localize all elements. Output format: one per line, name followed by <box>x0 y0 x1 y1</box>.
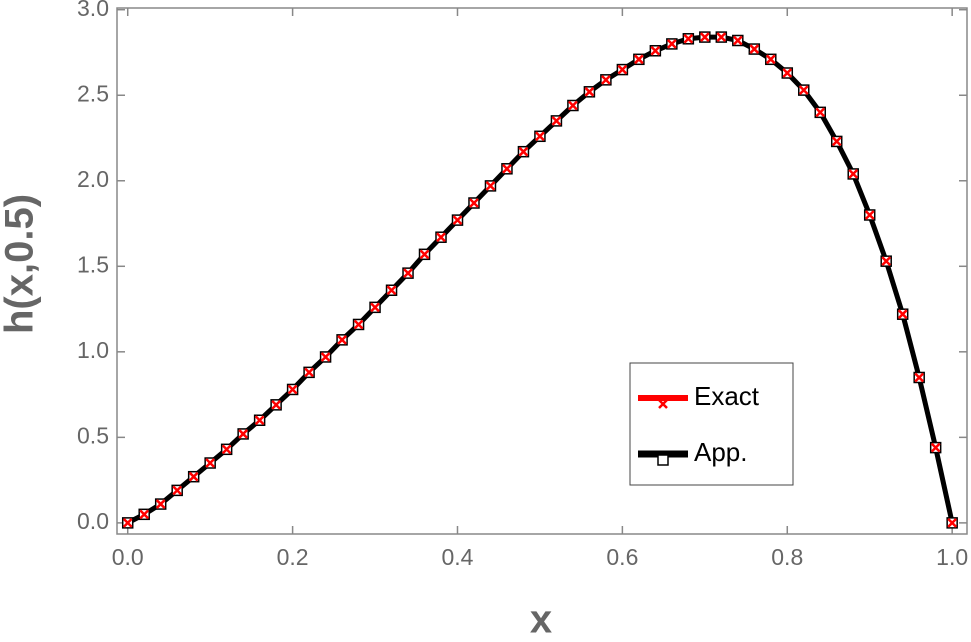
marker-x <box>864 210 875 220</box>
marker-x <box>469 198 479 208</box>
marker-x <box>436 232 446 243</box>
marker-x <box>419 249 430 260</box>
legend-label: Exact <box>694 381 760 411</box>
marker-x <box>749 44 760 54</box>
marker-x <box>601 74 611 85</box>
marker-x <box>139 509 150 520</box>
marker-x <box>699 32 710 42</box>
marker-x <box>930 442 941 453</box>
y-tick-label: 1.5 <box>77 251 109 277</box>
marker-x <box>403 268 413 279</box>
legend: Exact App. <box>629 362 794 486</box>
marker-x <box>254 415 265 426</box>
marker-x <box>551 116 562 126</box>
y-tick-label: 0.5 <box>77 422 109 448</box>
marker-x <box>155 499 166 509</box>
series-line <box>126 35 955 525</box>
y-tick-label: 2.0 <box>77 166 109 192</box>
marker-x <box>304 367 314 378</box>
marker-x <box>666 39 677 49</box>
marker-x <box>568 100 578 111</box>
x-tick-label: 0.0 <box>112 544 144 570</box>
marker-x <box>947 517 958 528</box>
marker-x <box>188 471 199 482</box>
marker-x <box>353 319 364 330</box>
y-tick-label: 2.5 <box>77 80 109 106</box>
marker-x <box>831 136 842 147</box>
marker-square <box>657 454 669 466</box>
marker-x <box>584 86 595 97</box>
marker-x <box>650 45 661 56</box>
marker-x <box>765 54 776 65</box>
plot-frame <box>116 7 968 535</box>
y-tick-label: 3.0 <box>77 0 109 21</box>
marker-x <box>337 334 347 345</box>
y-tick-label: 0.0 <box>77 508 109 534</box>
marker-x <box>716 32 727 42</box>
marker-x <box>732 35 743 46</box>
x-tick-label: 0.6 <box>606 544 638 570</box>
marker-x <box>221 444 232 455</box>
legend-label: App. <box>694 437 748 467</box>
marker-x <box>238 429 249 439</box>
x-tick-label: 1.0 <box>936 544 968 570</box>
marker-x <box>617 64 628 75</box>
marker-x <box>897 309 908 320</box>
x-tick-label: 0.2 <box>277 544 309 570</box>
marker-x <box>271 399 282 410</box>
marker-x <box>914 372 925 383</box>
x-tick-label: 0.8 <box>771 544 803 570</box>
marker-x <box>782 68 793 78</box>
marker-x <box>535 131 545 142</box>
marker-x <box>320 352 331 362</box>
marker-x <box>172 485 183 496</box>
x-axis-label: x <box>530 598 552 642</box>
marker-x <box>658 399 668 409</box>
marker-x <box>518 146 529 157</box>
y-axis-label: h(x,0.5) <box>0 194 42 334</box>
marker-x <box>452 215 463 225</box>
marker-x <box>205 458 216 468</box>
marker-x <box>386 285 397 296</box>
legend-box <box>629 362 794 486</box>
marker-x <box>122 517 133 528</box>
y-tick-label: 1.0 <box>77 337 109 363</box>
series-line <box>126 34 955 526</box>
marker-x <box>881 256 892 267</box>
marker-x <box>633 54 644 65</box>
marker-x <box>683 33 694 44</box>
marker-x <box>287 384 298 395</box>
marker-x <box>815 107 826 118</box>
marker-x <box>848 169 859 179</box>
marker-x <box>370 302 380 313</box>
marker-x <box>798 85 809 95</box>
marker-x <box>485 181 496 191</box>
marker-x <box>502 163 512 174</box>
x-tick-label: 0.4 <box>442 544 474 570</box>
